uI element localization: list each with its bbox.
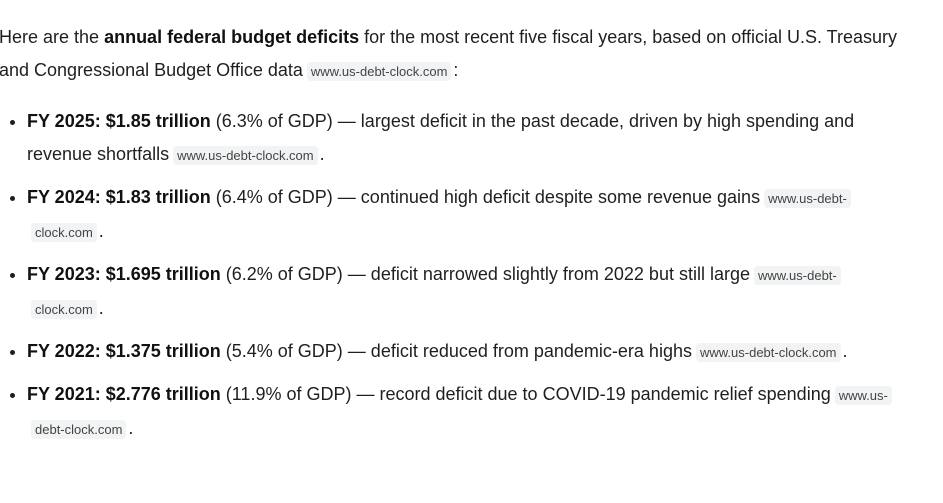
punctuation: . (842, 341, 848, 361)
item-label: FY 2022: $1.375 trillion (27, 341, 221, 361)
response: Here are the annual federal budget defic… (0, 21, 904, 455)
text: Here are the (0, 27, 105, 47)
list-item: FY 2025: $1.85 trillion (6.3% of GDP) — … (27, 105, 904, 172)
intro: Here are the annual federal budget defic… (0, 21, 904, 88)
item-label: FY 2023: $1.695 trillion (27, 264, 221, 284)
deficit-list: FY 2025: $1.85 trillion (6.3% of GDP) — … (0, 105, 904, 446)
item-label: FY 2021: $2.776 trillion (27, 384, 221, 404)
item-label: FY 2024: $1.83 trillion (27, 187, 211, 207)
item-text: (6.2% of GDP) — deficit narrowed slightl… (220, 264, 750, 284)
bold-text: annual federal budget deficits (104, 27, 360, 47)
list-item: FY 2022: $1.375 trillion (5.4% of GDP) —… (27, 335, 904, 369)
list-item: FY 2021: $2.776 trillion (11.9% of GDP) … (27, 378, 904, 446)
punctuation: . (128, 418, 134, 438)
text: for the most recent five fiscal years, b… (0, 27, 898, 80)
punctuation: . (319, 144, 325, 164)
punctuation: : (453, 60, 459, 80)
source-chip[interactable]: www.us-debt-clock.com (173, 146, 318, 165)
item-text: (11.9% of GDP) — record deficit due to C… (220, 384, 831, 404)
source-chip[interactable]: www.us-debt-clock.com (695, 343, 841, 362)
item-text: (6.4% of GDP) — continued high deficit d… (210, 187, 761, 207)
item-text: (6.3% of GDP) — largest deficit in the p… (27, 111, 855, 164)
item-text: (5.4% of GDP) — deficit reduced from pan… (220, 341, 692, 361)
source-chip[interactable]: www.us-debt-clock.com (306, 62, 452, 81)
punctuation: . (98, 298, 104, 318)
item-label: FY 2025: $1.85 trillion (27, 111, 211, 131)
list-item: FY 2024: $1.83 trillion (6.4% of GDP) — … (27, 181, 904, 249)
punctuation: . (98, 221, 104, 241)
list-item: FY 2023: $1.695 trillion (6.2% of GDP) —… (27, 258, 904, 326)
